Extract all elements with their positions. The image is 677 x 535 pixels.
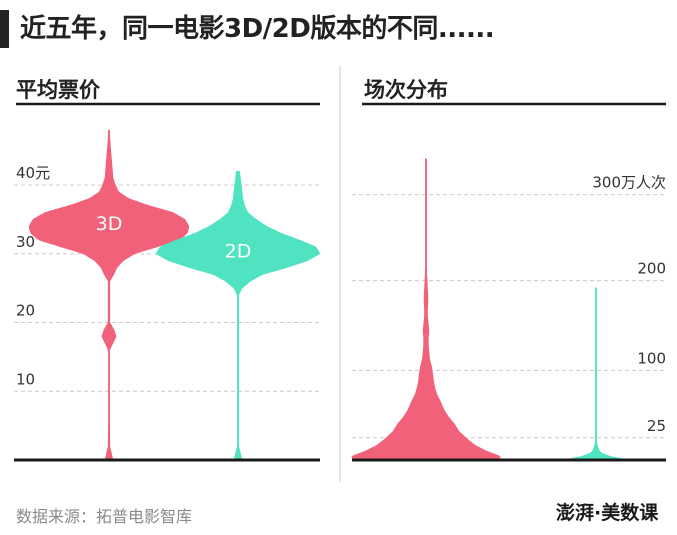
violin-2d [155,171,321,461]
y-tick-label: 40元 [16,164,50,182]
y-tick-label: 100 [637,349,666,367]
violin-3d [351,158,501,461]
price-violin-panel: 40元 30 20 10 3D 2D [14,129,321,462]
y-tick-label: 300万人次 [592,174,666,192]
violin-3d [29,129,189,461]
violin-label-2d: 2D [225,240,252,262]
screening-violin-panel: 300万人次 200 100 25 [351,158,666,462]
y-tick-label: 30 [16,233,35,251]
violin-label-3d: 3D [96,213,123,235]
page-title: 近五年，同一电影3D/2D版本的不同...... [20,14,495,44]
y-tick-label: 10 [16,370,35,388]
y-tick-label: 20 [16,302,35,320]
source-note: 数据来源：拓普电影智库 [16,507,193,526]
y-tick-label: 25 [647,417,666,435]
title-accent-bar [0,10,9,48]
y-tick-label: 200 [637,260,666,278]
left-panel-title: 平均票价 [16,78,100,102]
brand-logo: 澎湃·美数课 [556,502,659,524]
panel-frame [16,66,666,482]
right-panel-title: 场次分布 [364,78,448,102]
violin-2d [563,287,629,461]
